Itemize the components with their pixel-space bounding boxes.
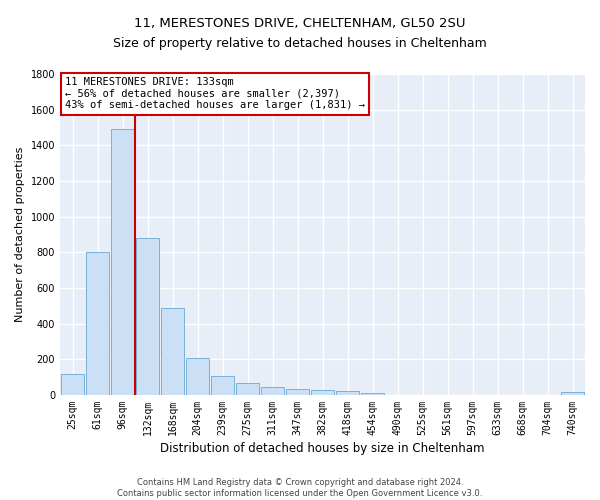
Text: Size of property relative to detached houses in Cheltenham: Size of property relative to detached ho…	[113, 38, 487, 51]
Bar	[336, 392, 359, 395]
Bar	[261, 387, 284, 395]
Bar	[561, 392, 584, 395]
Bar	[186, 358, 209, 395]
Text: Contains HM Land Registry data © Crown copyright and database right 2024.
Contai: Contains HM Land Registry data © Crown c…	[118, 478, 482, 498]
Bar	[286, 388, 309, 395]
Bar	[311, 390, 334, 395]
Text: 11 MERESTONES DRIVE: 133sqm
← 56% of detached houses are smaller (2,397)
43% of : 11 MERESTONES DRIVE: 133sqm ← 56% of det…	[65, 77, 365, 110]
X-axis label: Distribution of detached houses by size in Cheltenham: Distribution of detached houses by size …	[160, 442, 485, 455]
Bar	[86, 252, 109, 395]
Bar	[236, 384, 259, 395]
Text: 11, MERESTONES DRIVE, CHELTENHAM, GL50 2SU: 11, MERESTONES DRIVE, CHELTENHAM, GL50 2…	[134, 18, 466, 30]
Bar	[111, 130, 134, 395]
Bar	[211, 376, 234, 395]
Y-axis label: Number of detached properties: Number of detached properties	[15, 147, 25, 322]
Bar	[61, 374, 84, 395]
Bar	[136, 238, 159, 395]
Bar	[161, 308, 184, 395]
Bar	[361, 393, 384, 395]
